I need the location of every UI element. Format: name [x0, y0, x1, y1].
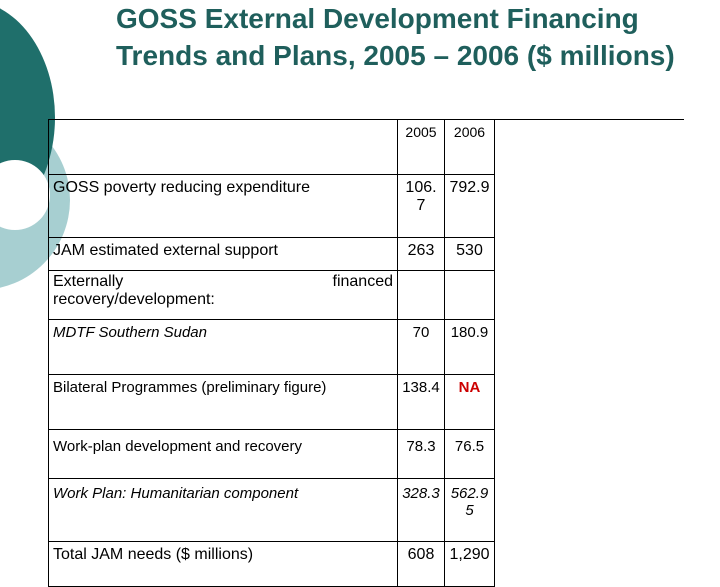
value-2006: 76.5: [444, 429, 495, 479]
row-label: GOSS poverty reducing expenditure: [48, 174, 398, 238]
slide-title: GOSS External Development Financing Tren…: [116, 3, 675, 71]
value-2006: 530: [444, 237, 495, 271]
ext-label-b: financed: [332, 273, 394, 290]
row-label: Work Plan: Humanitarian component: [48, 478, 398, 542]
table-row: GOSS poverty reducing expenditure 106.7 …: [48, 174, 495, 238]
header-2005: 2005: [397, 119, 445, 175]
value-2005: [397, 270, 445, 320]
header-label-cell: [48, 119, 398, 175]
table-row: Work Plan: Humanitarian component 328.3 …: [48, 478, 495, 542]
value-2005: 138.4: [397, 374, 445, 430]
value-2006: 792.9: [444, 174, 495, 238]
table-row: Bilateral Programmes (preliminary figure…: [48, 374, 495, 430]
value-2005: 106.7: [397, 174, 445, 238]
table-row: Total JAM needs ($ millions) 608 1,290: [48, 541, 495, 587]
table-row: JAM estimated external support 263 530: [48, 237, 495, 271]
header-rule: [494, 119, 684, 120]
header-2006: 2006: [444, 119, 495, 175]
value-2005: 263: [397, 237, 445, 271]
row-label: Work-plan development and recovery: [48, 429, 398, 479]
ext-label-a: Externally: [53, 273, 124, 290]
ext-label-c: recovery/development:: [53, 291, 215, 308]
financing-table: 2005 2006 GOSS poverty reducing expendit…: [48, 119, 495, 587]
value-2006-na: NA: [444, 374, 495, 430]
row-label: MDTF Southern Sudan: [48, 319, 398, 375]
table-row: Work-plan development and recovery 78.3 …: [48, 429, 495, 479]
table-row: MDTF Southern Sudan 70 180.9: [48, 319, 495, 375]
table-header-row: 2005 2006: [48, 119, 495, 175]
row-label: Bilateral Programmes (preliminary figure…: [48, 374, 398, 430]
row-label: Externally financed recovery/development…: [48, 270, 398, 320]
value-2005: 78.3: [397, 429, 445, 479]
value-2006: [444, 270, 495, 320]
value-2006: 180.9: [444, 319, 495, 375]
value-2005: 328.3: [397, 478, 445, 542]
value-2006: 1,290: [444, 541, 495, 587]
table-row: Externally financed recovery/development…: [48, 270, 495, 320]
value-2005: 70: [397, 319, 445, 375]
value-2006: 562.95: [444, 478, 495, 542]
row-label: Total JAM needs ($ millions): [48, 541, 398, 587]
value-2005: 608: [397, 541, 445, 587]
row-label: JAM estimated external support: [48, 237, 398, 271]
